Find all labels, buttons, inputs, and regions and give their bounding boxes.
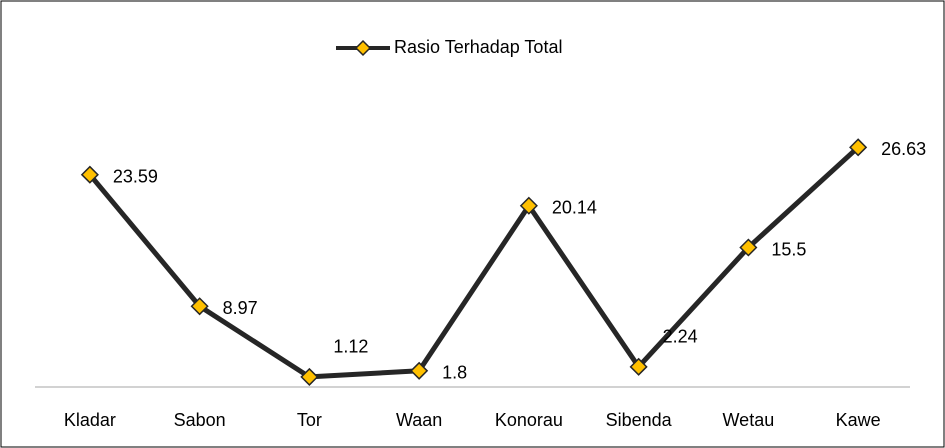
x-tick-label: Waan xyxy=(396,410,442,430)
data-label: 15.5 xyxy=(771,239,806,259)
data-label: 26.63 xyxy=(881,139,926,159)
data-label: 20.14 xyxy=(552,197,597,217)
data-point xyxy=(849,138,868,157)
x-tick-label: Kladar xyxy=(64,410,116,430)
data-label: 8.97 xyxy=(223,298,258,318)
series-line xyxy=(87,145,860,380)
x-tick-label: Sibenda xyxy=(606,410,673,430)
data-label: 2.24 xyxy=(663,327,698,347)
data-point xyxy=(80,165,99,184)
data-point xyxy=(519,196,538,215)
x-tick-label: Tor xyxy=(297,410,322,430)
x-tick-label: Wetau xyxy=(723,410,775,430)
legend-label: Rasio Terhadap Total xyxy=(394,37,562,57)
legend: Rasio Terhadap Total xyxy=(336,37,562,57)
data-label: 1.12 xyxy=(333,337,368,357)
data-point xyxy=(410,361,429,380)
data-point xyxy=(300,367,319,386)
x-tick-label: Kawe xyxy=(836,410,881,430)
data-label: 23.59 xyxy=(113,166,158,186)
x-tick-label: Konorau xyxy=(495,410,563,430)
legend-marker xyxy=(354,39,372,57)
data-label: 1.8 xyxy=(442,363,467,383)
data-point xyxy=(739,238,758,257)
data-point xyxy=(629,357,648,376)
x-tick-label: Sabon xyxy=(174,410,226,430)
data-point xyxy=(190,297,209,316)
